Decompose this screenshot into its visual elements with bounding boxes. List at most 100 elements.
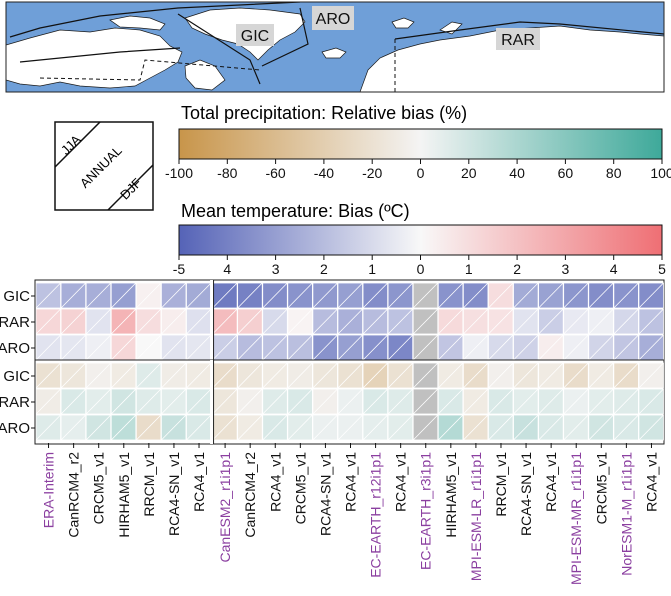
colorbar-tick-label: 3 (272, 261, 280, 277)
cell-season-divider (563, 308, 589, 335)
cell-season-divider (60, 282, 86, 309)
region-boundary-rar (39, 39, 396, 92)
cell-season-divider (638, 414, 664, 441)
cell-season-divider (161, 282, 187, 309)
cell-season-divider (387, 282, 413, 309)
cell-season-divider (463, 414, 489, 441)
colorbar-tick-label: 4 (610, 261, 618, 277)
cell-season-divider (35, 388, 61, 415)
cell-season-divider (362, 282, 388, 309)
cell-season-divider (513, 308, 539, 335)
arctic-map: ARO GIC RAR (6, 2, 664, 92)
colorbar-tick-label: -5 (173, 261, 186, 277)
cell-season-divider (186, 282, 212, 309)
cell-season-divider (136, 388, 162, 415)
cell-season-divider (85, 414, 112, 441)
cell-season-divider (35, 414, 61, 441)
colorbar-tick-label: -40 (314, 165, 334, 181)
colorbar-tick-label: 4 (223, 261, 231, 277)
cell-season-divider (513, 388, 539, 415)
cell-season-divider (362, 334, 388, 361)
colorbar-tick-label: 2 (320, 261, 328, 277)
row-label-rar: RAR (0, 394, 30, 411)
cell-season-divider (262, 282, 288, 309)
column-label-driving-model: ERA-Interim (41, 452, 57, 528)
cell-season-divider (538, 334, 564, 361)
cell-season-divider (262, 334, 288, 361)
cell-season-divider (588, 282, 614, 309)
cell-season-divider (588, 388, 614, 415)
temp-colorbar (178, 224, 663, 256)
cell-season-divider (161, 414, 187, 441)
cell-season-divider (110, 414, 137, 441)
cell-season-divider (186, 362, 212, 389)
cell-season-divider (437, 308, 464, 335)
cell-season-divider (387, 388, 413, 415)
column-label-rcm: HIRHAM5_v1 (443, 452, 459, 538)
svg-text:ARO: ARO (316, 11, 351, 28)
cell-season-divider (237, 362, 263, 389)
cell-season-divider (337, 308, 363, 335)
cell-season-divider (588, 334, 614, 361)
cell-season-divider (488, 334, 514, 361)
map-frame (5, 1, 665, 93)
column-label-driving-model: MPI-ESM-MR_r1i1p1 (568, 452, 584, 585)
cell-season-divider (186, 334, 212, 361)
cell-season-divider (262, 414, 288, 441)
colorbar-tick-label: 60 (558, 165, 574, 181)
cell-season-divider (638, 308, 664, 335)
cell-season-divider (387, 308, 413, 335)
column-label-driving-model: MPI-ESM-LR_r1i1p1 (468, 452, 484, 581)
column-label-rcm: CRCM5_v1 (593, 452, 609, 525)
column-label-rcm: RCA4_v1 (643, 452, 659, 512)
cell-season-divider (212, 414, 238, 441)
cell-season-divider (337, 362, 363, 389)
cell-season-divider (638, 334, 664, 361)
column-label-driving-model: CanESM2_r1i1p1 (217, 452, 233, 563)
cell-season-divider (437, 388, 464, 415)
land-svalbard (391, 17, 415, 29)
cell-season-divider (613, 388, 639, 415)
cell-season-divider (362, 414, 388, 441)
cell-season-divider (237, 334, 263, 361)
region-label-aro: ARO (312, 6, 354, 30)
colorbar-tick-label: 0 (417, 165, 425, 181)
cell-season-divider (437, 362, 464, 389)
colorbar-tick-label: 20 (461, 165, 477, 181)
cell-season-divider (412, 334, 439, 361)
cell-season-divider (613, 308, 639, 335)
land-novaya-zemlya (439, 21, 463, 35)
cell-season-divider (387, 362, 413, 389)
cell-season-divider (412, 414, 439, 441)
cell-season-divider (362, 362, 388, 389)
colorbar-tick-label: 2 (513, 261, 521, 277)
cell-season-divider (212, 388, 238, 415)
colorbar-tick-label: -60 (265, 165, 285, 181)
cell-season-divider (161, 308, 187, 335)
column-label-rcm: CRCM5_v1 (292, 452, 308, 525)
cell-season-divider (613, 362, 639, 389)
cell-season-divider (563, 388, 589, 415)
cell-season-divider (638, 282, 664, 309)
cell-season-divider (35, 362, 61, 389)
cell-season-divider (463, 282, 489, 309)
cell-season-divider (110, 362, 137, 389)
colorbar-tick-label: 0 (417, 261, 425, 277)
cell-season-divider (513, 334, 539, 361)
colorbar-tick-label: 5 (658, 261, 666, 277)
column-label-rcm: CanRCM4_r2 (66, 452, 82, 538)
cell-season-divider (412, 282, 439, 309)
cell-season-divider (287, 308, 313, 335)
cell-season-divider (212, 362, 238, 389)
cell-season-divider (437, 334, 464, 361)
row-label-aro: ARO (0, 420, 30, 437)
precip-colorbar-ticks: -100 -80 -60 -40 -20 0 20 40 60 80 100 (165, 159, 671, 181)
colorbar-tick-label: 1 (465, 261, 473, 277)
colorbar-tick-label: 40 (509, 165, 525, 181)
column-label-rcm: RCA4_v1 (343, 452, 359, 512)
cell-season-divider (362, 308, 388, 335)
colorbar-tick-label: -20 (362, 165, 382, 181)
cell-season-divider (362, 388, 388, 415)
precipitation-heatmap (34, 359, 665, 445)
column-label-rcm: RRCM_v1 (493, 452, 509, 517)
